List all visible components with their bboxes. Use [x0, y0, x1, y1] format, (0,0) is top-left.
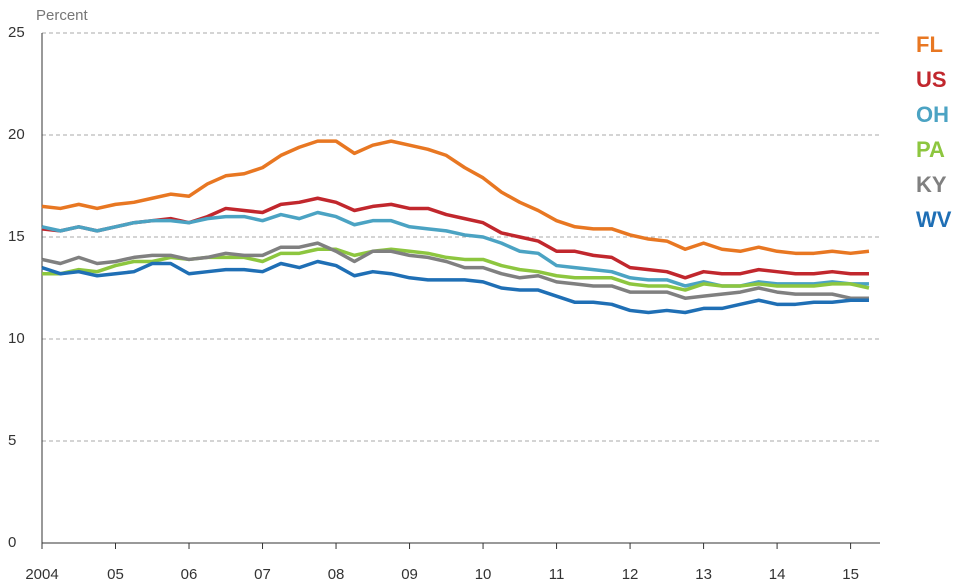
legend-label: PA: [916, 137, 945, 162]
y-tick-label: 0: [8, 534, 16, 551]
series-line: [41, 241, 869, 300]
legend-label: WV: [916, 207, 952, 232]
x-tick-label: 11: [549, 566, 565, 583]
x-tick-label: 08: [328, 566, 345, 583]
x-tick-label: 14: [769, 566, 786, 583]
y-tick-label: 10: [8, 330, 25, 347]
series-line: [41, 139, 870, 256]
legend-label: US: [916, 67, 947, 92]
x-tick-label: 10: [475, 566, 492, 583]
x-tick-label: 13: [695, 566, 712, 583]
y-tick-label: 20: [8, 126, 25, 143]
y-tick-label: 5: [8, 432, 16, 449]
x-tick-label: 15: [842, 566, 859, 583]
y-axis-label: Percent: [36, 7, 89, 24]
x-tick-label: 07: [254, 566, 271, 583]
x-tick-label: 09: [401, 566, 418, 583]
y-tick-label: 15: [8, 228, 25, 245]
y-tick-label: 25: [8, 24, 25, 41]
x-tick-label: 2004: [25, 566, 58, 583]
x-tick-label: 06: [181, 566, 198, 583]
x-tick-label: 12: [622, 566, 639, 583]
series-line: [41, 259, 869, 315]
legend-label: KY: [916, 172, 947, 197]
legend-label: FL: [916, 32, 943, 57]
x-tick-label: 05: [107, 566, 124, 583]
legend-label: OH: [916, 102, 949, 127]
